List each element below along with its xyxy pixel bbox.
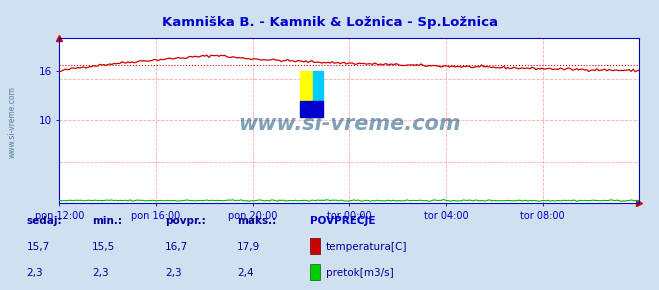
Text: maks.:: maks.: — [237, 216, 277, 226]
Text: sedaj:: sedaj: — [26, 216, 62, 226]
Text: 16,7: 16,7 — [165, 242, 188, 252]
Text: 2,3: 2,3 — [26, 269, 43, 278]
Text: www.si-vreme.com: www.si-vreme.com — [238, 114, 461, 134]
Text: 2,3: 2,3 — [165, 269, 181, 278]
Text: min.:: min.: — [92, 216, 123, 226]
Text: 2,4: 2,4 — [237, 269, 254, 278]
Bar — [300, 101, 323, 117]
Text: 15,7: 15,7 — [26, 242, 49, 252]
Text: 17,9: 17,9 — [237, 242, 260, 252]
Text: temperatura[C]: temperatura[C] — [326, 242, 407, 252]
Bar — [300, 71, 313, 101]
Bar — [313, 71, 323, 101]
Text: 15,5: 15,5 — [92, 242, 115, 252]
Text: www.si-vreme.com: www.si-vreme.com — [8, 86, 17, 158]
Text: 2,3: 2,3 — [92, 269, 109, 278]
Text: Kamniška B. - Kamnik & Ložnica - Sp.Ložnica: Kamniška B. - Kamnik & Ložnica - Sp.Ložn… — [161, 16, 498, 29]
Text: pretok[m3/s]: pretok[m3/s] — [326, 269, 393, 278]
Text: POVPREČJE: POVPREČJE — [310, 214, 375, 226]
Text: povpr.:: povpr.: — [165, 216, 206, 226]
